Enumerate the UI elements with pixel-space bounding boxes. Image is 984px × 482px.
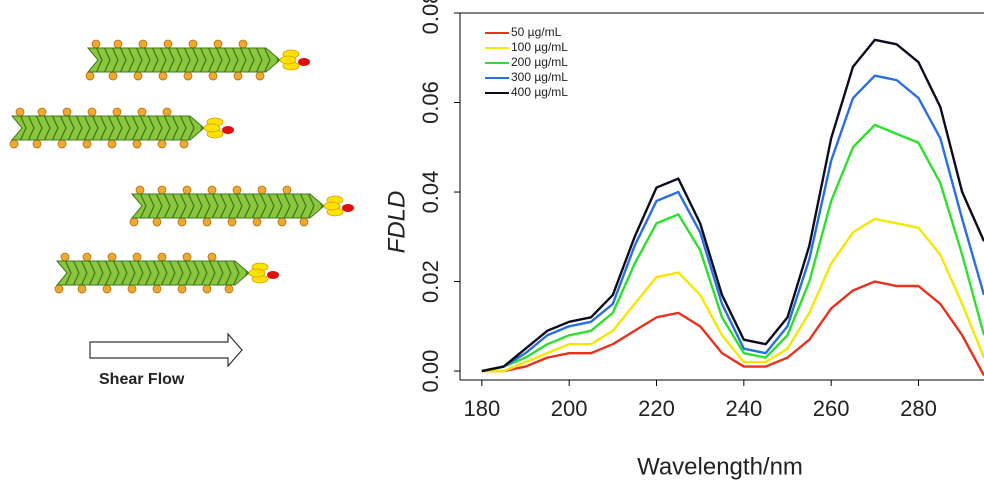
flow-label: Shear Flow — [99, 371, 185, 388]
legend-label: 400 µg/mL — [511, 85, 568, 99]
series-line — [481, 280, 984, 377]
x-tick-label: 220 — [638, 396, 675, 421]
y-tick-label: 0.04 — [418, 171, 443, 214]
flow-arrow — [89, 332, 243, 368]
fibril — [9, 107, 235, 149]
fibril — [129, 185, 355, 227]
series-line — [481, 74, 984, 373]
fibril — [85, 39, 311, 81]
legend-label: 50 µg/mL — [511, 25, 562, 39]
legend-label: 100 µg/mL — [511, 40, 568, 54]
series-line — [481, 217, 984, 373]
chart: Wavelength/nm FDLD 180 200 220 240 260 280 0.0… — [383, 0, 984, 480]
x-tick-label: 240 — [725, 396, 762, 421]
x-tick-label: 200 — [551, 396, 588, 421]
x-axis-label: Wavelength/nm — [637, 453, 803, 480]
series-line — [481, 38, 984, 373]
y-axis-label: FDLD — [383, 191, 410, 254]
legend-label: 300 µg/mL — [511, 70, 568, 84]
x-tick-label: 280 — [900, 396, 937, 421]
fibril — [54, 252, 280, 294]
x-tick-label: 180 — [463, 396, 500, 421]
y-tick-label: 0.02 — [418, 260, 443, 303]
x-tick-label: 260 — [813, 396, 850, 421]
y-tick-label: 0.00 — [418, 350, 443, 393]
legend-label: 200 µg/mL — [511, 55, 568, 69]
y-tick-label: 0.06 — [418, 81, 443, 124]
y-tick-label: 0.08 — [418, 0, 443, 34]
series-line — [481, 123, 984, 373]
fibril-diagram: Shear Flow — [9, 39, 355, 388]
